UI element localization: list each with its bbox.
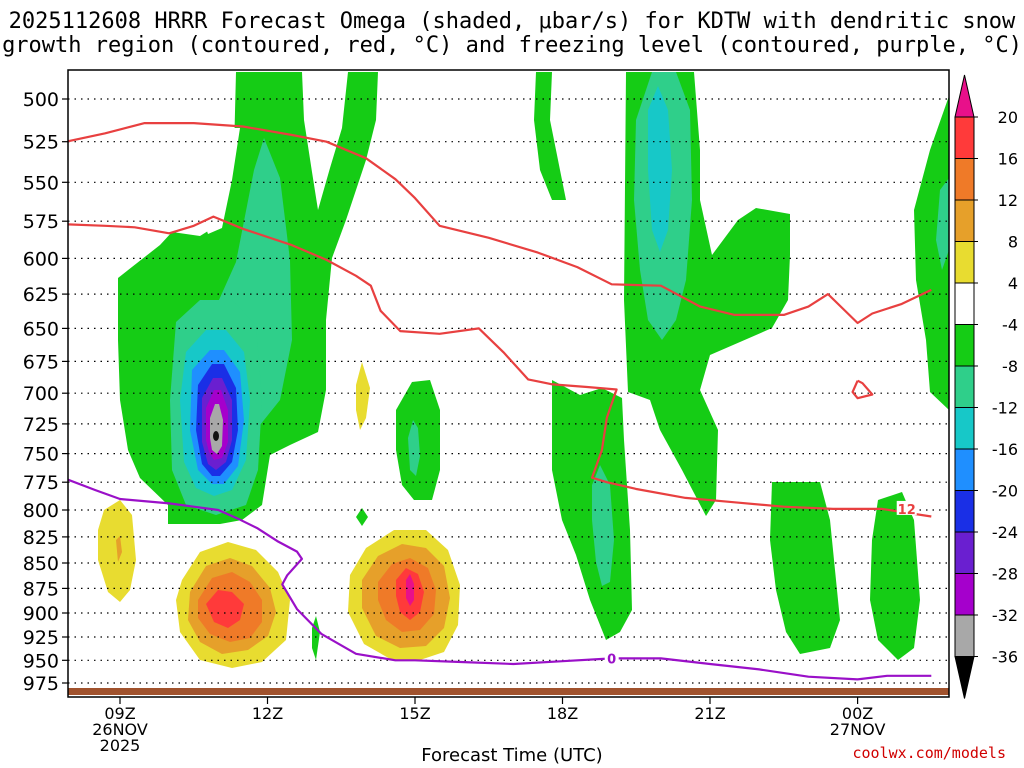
colorbar-label-5: -4 bbox=[1002, 316, 1018, 335]
contour-freezing-level bbox=[68, 478, 932, 681]
watermark: coolwx.com/models bbox=[852, 744, 1006, 762]
colorbar-band-6 bbox=[954, 365, 975, 408]
colorbar-label-1: 16 bbox=[998, 150, 1018, 169]
colorbar-band-4 bbox=[954, 282, 975, 325]
colorbar-label-9: -20 bbox=[992, 482, 1018, 501]
omega-region-green-upper-right bbox=[534, 72, 566, 200]
y-tick-label-975: 975 bbox=[23, 673, 59, 695]
omega-region-orange-09z bbox=[116, 536, 122, 562]
omega-shading bbox=[98, 72, 949, 668]
colorbar-label-0: 20 bbox=[998, 108, 1018, 127]
colorbar-label-6: -8 bbox=[1002, 357, 1018, 376]
x-tick-label-00Z: 00Z bbox=[842, 704, 873, 723]
x-tick-label-12Z: 12Z bbox=[252, 704, 283, 723]
omega-region-green-22z bbox=[770, 482, 840, 654]
colorbar-band-3 bbox=[954, 241, 975, 284]
contour-lines: 0 12 bbox=[68, 121, 932, 681]
omega-region-teal-mid bbox=[408, 420, 420, 476]
y-tick-label-650: 650 bbox=[23, 318, 59, 340]
omega-region-teal-lower-right bbox=[592, 465, 614, 586]
y-tick-label-675: 675 bbox=[23, 351, 59, 373]
omega-region-green-small bbox=[356, 508, 368, 526]
omega-region-teal-far-right bbox=[936, 178, 949, 270]
y-tick-label-625: 625 bbox=[23, 284, 59, 306]
colorbar-band-9 bbox=[954, 490, 975, 533]
contour-dgz-lower bbox=[68, 215, 932, 518]
contour-dgz-island-00z bbox=[851, 379, 874, 400]
colorbar-band-10 bbox=[954, 531, 975, 574]
omega-region-green-far-right bbox=[914, 96, 949, 410]
plot-frame bbox=[67, 69, 950, 698]
contour-dgz-upper bbox=[68, 121, 932, 325]
y-tick-label-775: 775 bbox=[23, 472, 59, 494]
y-tick-label-825: 825 bbox=[23, 527, 59, 549]
y-tick-label-750: 750 bbox=[23, 444, 59, 466]
x-tick-sublabel-09Z: 26NOV bbox=[92, 720, 148, 739]
x-tick-year-09Z: 2025 bbox=[100, 736, 141, 755]
surface-terrain bbox=[68, 688, 949, 695]
y-tick-label-525: 525 bbox=[23, 132, 59, 154]
x-tick-label-15Z: 15Z bbox=[399, 704, 430, 723]
y-tick-label-550: 550 bbox=[23, 172, 59, 194]
colorbar-band-2 bbox=[954, 199, 975, 242]
chart-title-line-1: 2025112608 HRRR Forecast Omega (shaded, … bbox=[8, 9, 1016, 34]
y-tick-label-500: 500 bbox=[23, 89, 59, 111]
colorbar-arrow-top bbox=[954, 74, 975, 118]
colorbar-label-10: -24 bbox=[992, 523, 1018, 542]
x-tick-label-09Z: 09Z bbox=[104, 704, 135, 723]
omega-region-cyan-center-right bbox=[648, 86, 672, 252]
contour-label-bg-dgz bbox=[896, 500, 917, 515]
omega-region-yellow-13z bbox=[356, 362, 370, 430]
contour-label-dgz: 12 bbox=[898, 503, 916, 518]
y-tick-label-925: 925 bbox=[23, 627, 59, 649]
colorbar-band-5 bbox=[954, 324, 975, 367]
omega-region-min-core bbox=[213, 431, 219, 441]
x-tick-label-18Z: 18Z bbox=[547, 704, 578, 723]
axes: 500 525 550 575 600 625 650 675 700 725 750 775 800 8… bbox=[23, 89, 886, 755]
colorbar-label-8: -16 bbox=[992, 440, 1018, 459]
colorbar-label-2: 12 bbox=[998, 191, 1018, 210]
colorbar-band-8 bbox=[954, 448, 975, 491]
colorbar-label-7: -12 bbox=[992, 399, 1018, 418]
contour-label-bg-freezing bbox=[604, 650, 619, 665]
x-axis-label: Forecast Time (UTC) bbox=[421, 745, 603, 766]
omega-region-red-11z bbox=[206, 590, 244, 628]
colorbar-band-0 bbox=[954, 116, 975, 159]
x-tick-label-21Z: 21Z bbox=[694, 704, 725, 723]
colorbar-label-3: 8 bbox=[1008, 233, 1018, 252]
y-tick-label-850: 850 bbox=[23, 553, 59, 575]
omega-region-green-01z bbox=[870, 492, 920, 660]
colorbar-label-13: -36 bbox=[992, 648, 1018, 667]
colorbar-band-1 bbox=[954, 158, 975, 201]
colorbar: 20 16 12 8 4 -4 -8 -12 -16 -20 -24 -28 -32 -36 bbox=[954, 74, 1018, 699]
colorbar-label-11: -28 bbox=[992, 565, 1018, 584]
chart-title-line-2: growth region (contoured, red, °C) and f… bbox=[2, 33, 1022, 58]
y-tick-label-700: 700 bbox=[23, 383, 59, 405]
colorbar-band-11 bbox=[954, 573, 975, 616]
colorbar-label-4: 4 bbox=[1008, 274, 1018, 293]
omega-region-gray-core bbox=[210, 404, 223, 454]
y-tick-label-725: 725 bbox=[23, 414, 59, 436]
contour-label-freezing: 0 bbox=[607, 652, 616, 667]
omega-region-magenta-15z bbox=[406, 574, 414, 606]
colorbar-band-12 bbox=[954, 614, 975, 657]
y-tick-label-875: 875 bbox=[23, 578, 59, 600]
omega-hole-white-left bbox=[194, 128, 240, 234]
x-tick-sublabel-00Z: 27NOV bbox=[830, 720, 886, 739]
y-tick-label-900: 900 bbox=[23, 603, 59, 625]
y-tick-label-575: 575 bbox=[23, 211, 59, 233]
y-tick-label-800: 800 bbox=[23, 500, 59, 522]
y-tick-label-600: 600 bbox=[23, 248, 59, 270]
colorbar-label-12: -32 bbox=[992, 606, 1018, 625]
y-tick-label-950: 950 bbox=[23, 650, 59, 672]
colorbar-band-7 bbox=[954, 407, 975, 450]
colorbar-arrow-bottom bbox=[954, 656, 975, 699]
